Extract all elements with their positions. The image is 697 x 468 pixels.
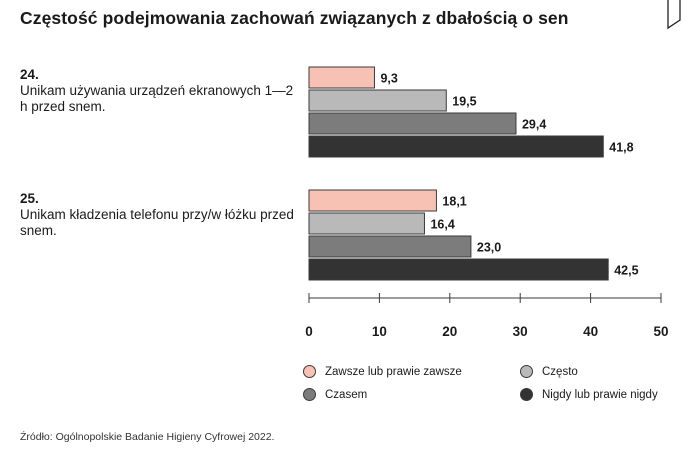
bar-1-1: [308, 66, 375, 89]
data-label-1-2: 19,5: [452, 95, 476, 109]
chart-title: Częstość podejmowania zachowań związanyc…: [20, 8, 569, 28]
question-number-24: 24.: [20, 67, 39, 82]
x-tick-label-4: 40: [583, 324, 598, 339]
data-label-2-1: 18,1: [442, 195, 466, 209]
legend-swatch-zawsze: [303, 365, 316, 378]
legend-item-czesto: Często: [520, 365, 578, 378]
bookmark-icon: [667, 0, 681, 30]
bar-2-4: [308, 258, 609, 281]
bar-1-3: [308, 112, 517, 135]
legend-label-zawsze: Zawsze lub prawie zawsze: [325, 365, 462, 378]
data-label-2-4: 42,5: [614, 264, 638, 278]
x-tick-label-5: 50: [653, 324, 668, 339]
bar-2-1: [308, 189, 437, 212]
legend-swatch-czasem: [303, 388, 316, 401]
bar-1-2: [308, 89, 447, 112]
legend-label-czasem: Czasem: [325, 388, 368, 401]
x-tick-label-0: 0: [305, 324, 313, 339]
data-label-1-3: 29,4: [522, 118, 546, 132]
legend-item-zawsze: Zawsze lub prawie zawsze: [303, 365, 462, 378]
data-label-1-1: 9,3: [380, 72, 397, 86]
legend-swatch-nigdy: [520, 388, 533, 401]
question-text-25: Unikam kładzenia telefonu przy/w łóżku p…: [20, 207, 294, 238]
data-label-2-2: 16,4: [430, 218, 454, 232]
x-tick-label-3: 30: [513, 324, 528, 339]
bar-1-4: [308, 135, 604, 158]
bar-chart: 9,3 19,5 29,4 41,8 18,1 16,4 23,0 42,5 0 10 20 30 40…: [305, 66, 669, 339]
x-tick-label-2: 20: [442, 324, 457, 339]
data-label-1-4: 41,8: [609, 141, 633, 155]
legend-swatch-czesto: [520, 365, 533, 378]
legend-item-nigdy: Nigdy lub prawie nigdy: [520, 388, 658, 401]
legend-label-czesto: Często: [542, 365, 578, 378]
source-note: Źródło: Ogólnopolskie Badanie Higieny Cy…: [20, 431, 275, 443]
legend-label-nigdy: Nigdy lub prawie nigdy: [542, 388, 658, 401]
bar-2-2: [308, 212, 425, 235]
legend-item-czasem: Czasem: [303, 388, 367, 401]
question-text-24: Unikam używania urządzeń ekranowych 1—2 …: [20, 83, 294, 114]
data-label-2-3: 23,0: [477, 241, 501, 255]
x-tick-label-1: 10: [372, 324, 387, 339]
question-number-25: 25.: [20, 191, 39, 206]
bar-2-3: [308, 235, 472, 258]
